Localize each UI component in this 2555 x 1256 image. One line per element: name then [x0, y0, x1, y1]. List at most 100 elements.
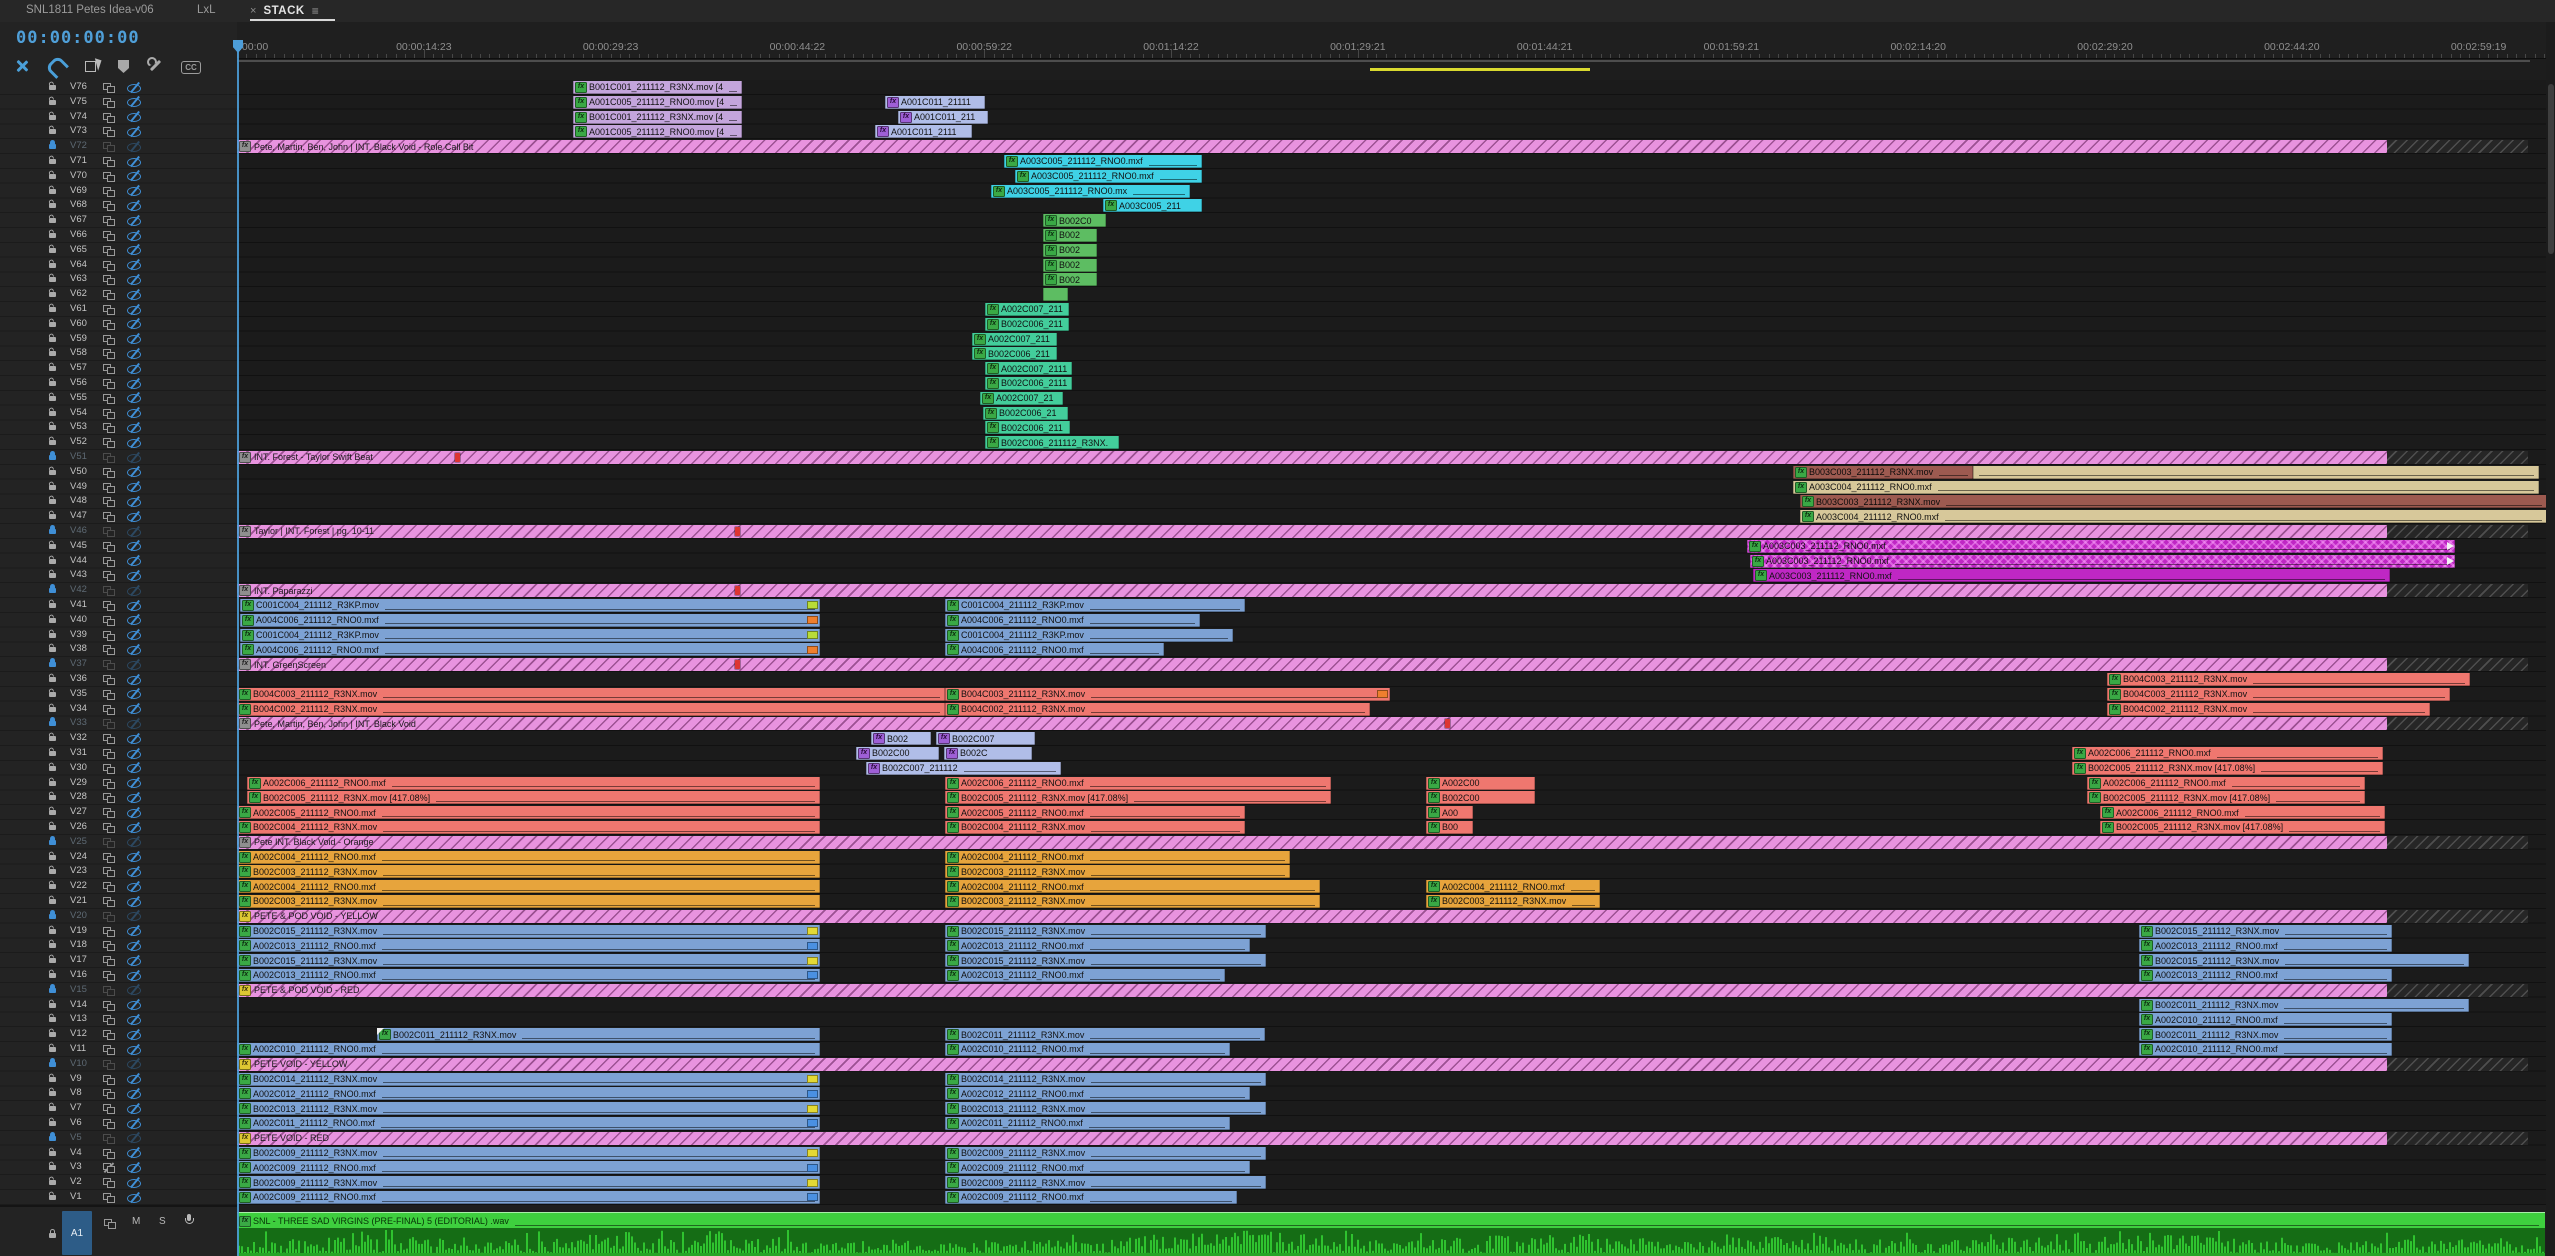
tab-sequence-1[interactable]: SNL1811 Petes Idea-v06 — [26, 4, 154, 16]
clip[interactable]: fx A002C007_211 — [972, 332, 1057, 346]
lock-icon[interactable] — [49, 1121, 56, 1126]
lock-icon[interactable] — [49, 825, 56, 830]
clip[interactable]: fx A003C005_211112_RNO0.mxf — [1015, 169, 1202, 183]
sync-lock-icon[interactable] — [103, 438, 115, 449]
clip[interactable]: fx A002C006_211112_RNO0.mxf — [945, 776, 1331, 790]
clip[interactable]: fx A003C003_211112_RNO0.mxf — [1753, 569, 2390, 583]
clip[interactable]: fx B002C00 — [1426, 791, 1535, 805]
toggle-track-output-eye-icon[interactable] — [127, 763, 141, 774]
sync-lock-icon[interactable] — [103, 305, 115, 315]
clip[interactable]: fx A002C006_211112_RNO0.mxf — [247, 776, 820, 790]
toggle-track-output-eye-icon[interactable] — [127, 837, 141, 848]
lock-icon[interactable] — [49, 525, 56, 534]
clip[interactable]: fx B002 — [1043, 243, 1097, 257]
sync-lock-icon[interactable] — [103, 911, 115, 922]
clip[interactable]: fx B002C009_211112_R3NX.mov — [945, 1146, 1266, 1160]
clip[interactable]: fx B002C005_211112_R3NX.mov [417.08%] — [2100, 820, 2385, 834]
sync-lock-icon[interactable] — [103, 867, 115, 878]
sync-lock-icon[interactable] — [103, 941, 115, 952]
toggle-track-output-eye-icon[interactable] — [127, 1178, 141, 1188]
toggle-track-output-eye-icon[interactable] — [127, 393, 141, 404]
mute-button[interactable]: M — [132, 1216, 141, 1227]
clip[interactable]: fx B002C007_211112 — [866, 761, 1061, 775]
clip[interactable]: fx A002C004_211112_RNO0.mxf — [945, 880, 1320, 894]
work-area-bar[interactable] — [237, 60, 2530, 62]
add-marker-icon[interactable] — [118, 60, 129, 73]
clip[interactable]: fx A002C010_211112_RNO0.mxf — [945, 1042, 1230, 1056]
clip[interactable]: fx B001C001_211112_R3NX.mov [4 — [573, 110, 742, 124]
toggle-track-output-eye-icon[interactable] — [127, 467, 141, 478]
clip[interactable]: fx B002C — [944, 746, 1032, 760]
sync-lock-icon[interactable] — [103, 275, 115, 286]
lock-icon[interactable] — [49, 706, 56, 712]
insert-overwrite-nest-icon[interactable] — [14, 58, 30, 74]
toggle-track-output-eye-icon[interactable] — [127, 719, 141, 729]
sync-lock-icon[interactable] — [103, 808, 115, 819]
closed-captions-icon[interactable]: CC — [181, 60, 201, 74]
sync-lock-icon[interactable] — [103, 83, 115, 93]
sync-lock-icon[interactable] — [103, 1074, 115, 1085]
toggle-track-output-eye-icon[interactable] — [127, 231, 141, 241]
lock-icon[interactable] — [49, 484, 56, 490]
lock-icon[interactable] — [49, 85, 56, 90]
toggle-track-output-eye-icon[interactable] — [127, 615, 141, 626]
sync-lock-icon[interactable] — [103, 231, 115, 241]
toggle-track-output-eye-icon[interactable] — [127, 1133, 141, 1144]
lock-icon[interactable] — [49, 632, 56, 638]
lock-icon[interactable] — [49, 677, 56, 682]
toggle-track-output-eye-icon[interactable] — [127, 482, 141, 493]
clip[interactable]: fx B002 — [871, 732, 931, 746]
sync-lock-icon[interactable] — [103, 852, 115, 863]
lock-icon[interactable] — [49, 218, 56, 224]
clip[interactable]: fx B002C005_211112_R3NX.mov [417.08%] — [945, 791, 1331, 805]
clip[interactable]: fx B002C006_211 — [985, 317, 1069, 331]
sync-lock-icon[interactable] — [103, 601, 115, 611]
toggle-track-output-eye-icon[interactable] — [127, 334, 141, 345]
title-track-strip[interactable]: fx PETE VOID - RED — [237, 1131, 2387, 1145]
lock-icon[interactable] — [49, 277, 56, 283]
toggle-track-output-eye-icon[interactable] — [127, 305, 141, 315]
sync-lock-icon[interactable] — [103, 112, 115, 123]
toggle-track-output-eye-icon[interactable] — [127, 1163, 141, 1173]
clip[interactable]: fx B002C003_211112_R3NX.mov — [237, 894, 820, 908]
clip[interactable]: fx B002C006_211 — [972, 347, 1057, 361]
lock-icon[interactable] — [49, 869, 56, 875]
toggle-track-output-eye-icon[interactable] — [127, 808, 141, 818]
toggle-track-output-eye-icon[interactable] — [127, 186, 141, 197]
sync-lock-icon[interactable] — [103, 393, 115, 404]
toggle-track-output-eye-icon[interactable] — [127, 1089, 141, 1099]
toggle-track-output-eye-icon[interactable] — [127, 171, 141, 182]
sync-lock-icon[interactable] — [103, 364, 115, 375]
toggle-track-output-eye-icon[interactable] — [127, 630, 141, 641]
sync-lock-icon[interactable] — [103, 512, 115, 523]
solo-button[interactable]: S — [159, 1216, 166, 1227]
lock-icon[interactable] — [49, 1057, 56, 1067]
clip[interactable]: fx A001C005_211112_RNO0.mov [4 — [573, 95, 742, 109]
clip[interactable]: fx A002C005_211112_RNO0.mxf — [945, 806, 1245, 820]
toggle-track-output-eye-icon[interactable] — [127, 527, 141, 537]
playhead-head[interactable] — [233, 40, 243, 53]
audio-track-name-badge[interactable]: A1 — [62, 1211, 92, 1255]
lock-icon[interactable] — [49, 1017, 56, 1023]
clip[interactable]: fx A002C007_2111 — [985, 362, 1072, 376]
lock-icon[interactable] — [49, 451, 56, 460]
lock-icon[interactable] — [49, 810, 56, 816]
lock-icon[interactable] — [49, 1106, 56, 1112]
sync-lock-icon[interactable] — [103, 1148, 115, 1159]
sync-lock-icon[interactable] — [103, 1015, 115, 1026]
sync-lock-icon[interactable] — [103, 645, 115, 656]
clip[interactable]: fx A004C006_211112_RNO0.mxf — [240, 613, 820, 627]
clip[interactable]: fx B004C003_211112_R3NX.mov — [237, 687, 945, 701]
lock-icon[interactable] — [49, 1032, 56, 1038]
sync-lock-icon[interactable] — [103, 142, 115, 153]
title-track-strip[interactable]: fx Pete INT. Black Void - Orange — [237, 835, 2387, 849]
toggle-track-output-eye-icon[interactable] — [127, 1104, 141, 1114]
clip[interactable]: fx B002C006_21 — [983, 406, 1068, 420]
sync-lock-icon[interactable] — [103, 719, 115, 730]
toggle-track-output-eye-icon[interactable] — [127, 971, 141, 981]
clip[interactable]: fx B004C002_211112_R3NX.mov — [237, 702, 945, 716]
clip[interactable]: fx A002C013_211112_RNO0.mxf — [2139, 939, 2392, 953]
clip[interactable]: fx B001C001_211112_R3NX.mov [4 — [573, 80, 742, 94]
clip[interactable]: fx B002C011_211112_R3NX.mov — [945, 1028, 1265, 1042]
toggle-track-output-eye-icon[interactable] — [127, 911, 141, 922]
